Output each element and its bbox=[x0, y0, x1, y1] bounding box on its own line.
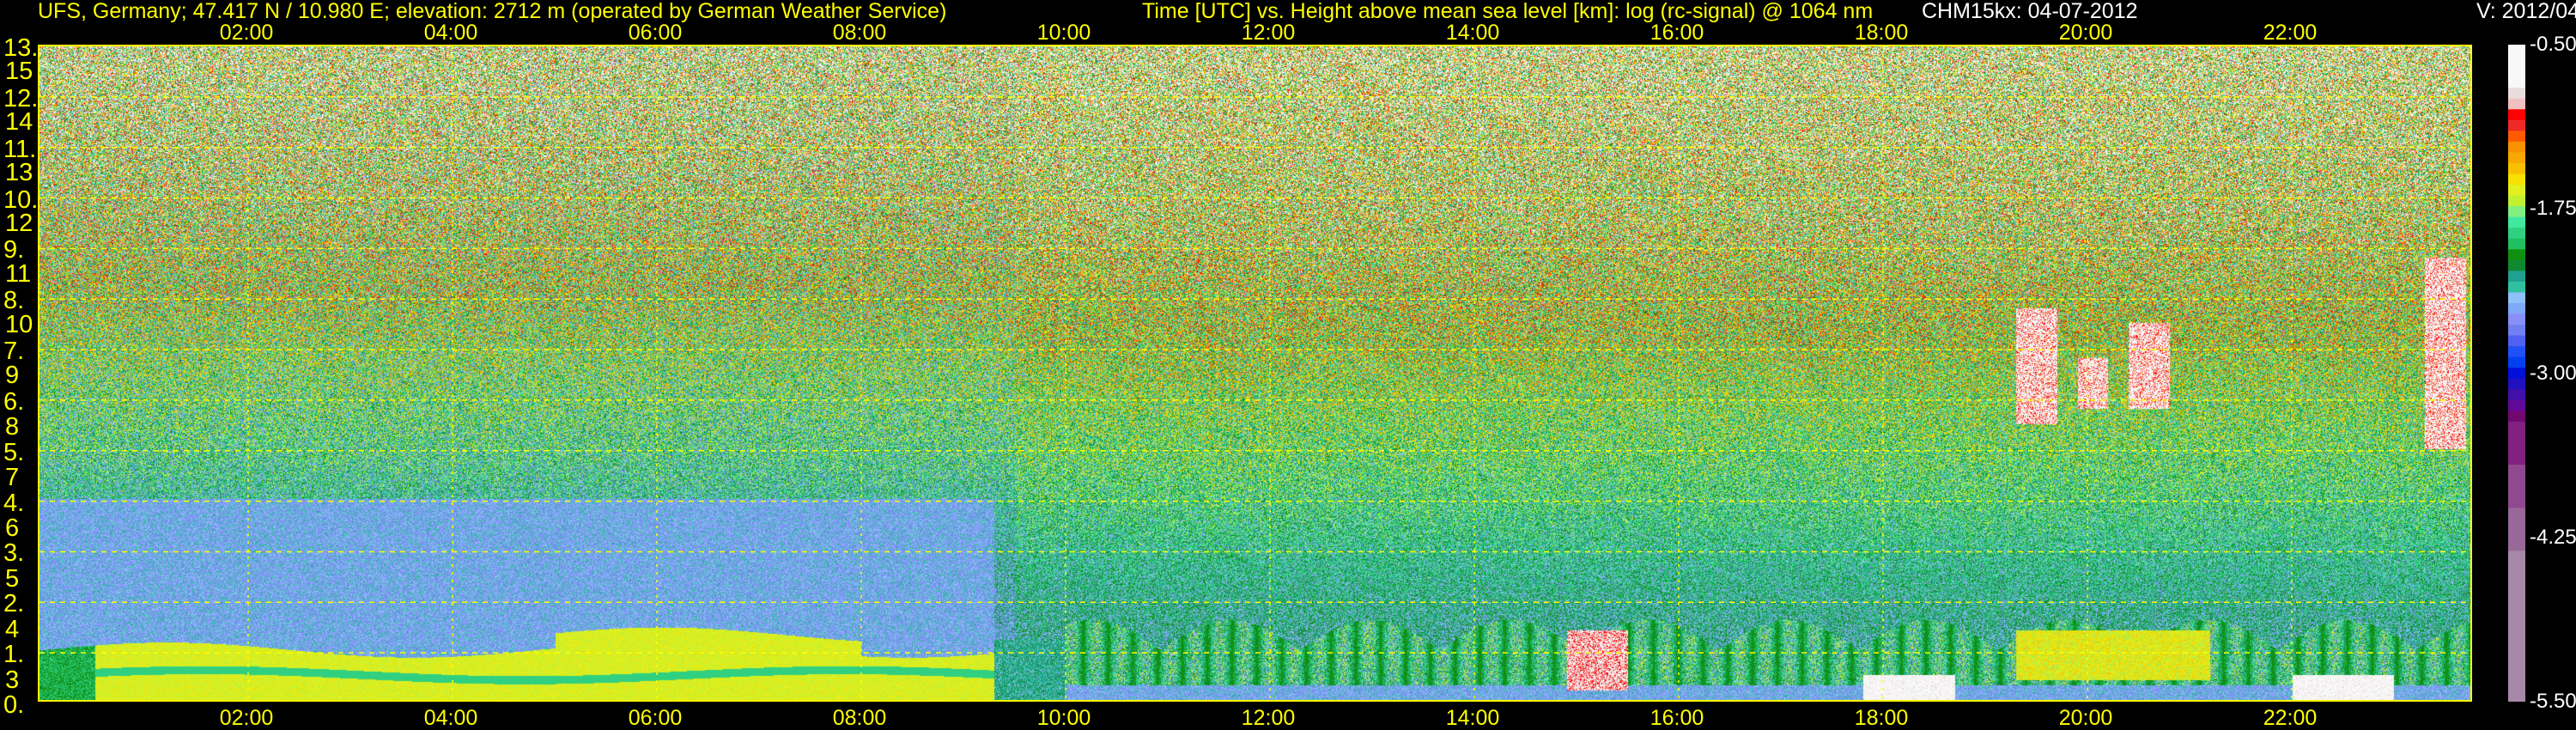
colorbar-swatch bbox=[2508, 346, 2525, 358]
instrument-date: CHM15kx: 04-07-2012 bbox=[1922, 0, 2138, 23]
x-tick-label: 12:00 bbox=[1241, 21, 1296, 45]
colorbar-swatch bbox=[2508, 325, 2525, 337]
y-tick-label-secondary: 11 bbox=[5, 260, 32, 289]
x-tick-label: 20:00 bbox=[2058, 21, 2113, 45]
colorbar-swatch bbox=[2508, 421, 2525, 465]
colorbar-swatch bbox=[2508, 271, 2525, 283]
y-tick-label: 6. bbox=[3, 387, 25, 416]
y-tick-label: 1. bbox=[3, 641, 25, 669]
colorbar-swatch bbox=[2508, 88, 2525, 100]
colorbar-swatch bbox=[2508, 465, 2525, 508]
y-tick-label-secondary: 10 bbox=[5, 311, 33, 339]
colorbar-swatch bbox=[2508, 249, 2525, 261]
y-tick-label: 8. bbox=[3, 287, 25, 315]
y-tick-label: 12. bbox=[3, 84, 39, 113]
x-tick-label: 16:00 bbox=[1649, 21, 1704, 45]
x-tick-label: 18:00 bbox=[1854, 21, 1909, 45]
colorbar-swatch bbox=[2508, 173, 2525, 186]
colorbar-swatch bbox=[2508, 411, 2525, 423]
x-tick-label: 20:00 bbox=[2058, 706, 2113, 730]
x-tick-label: 14:00 bbox=[1445, 706, 1500, 730]
y-tick-label-secondary: 9 bbox=[5, 362, 20, 390]
colorbar-tick-label: -5.50 bbox=[2530, 690, 2576, 713]
colorbar-swatch bbox=[2508, 185, 2525, 197]
y-tick-label: 13. bbox=[3, 34, 39, 62]
x-tick-label: 02:00 bbox=[219, 21, 274, 45]
y-tick-label-secondary: 12 bbox=[5, 210, 33, 238]
colorbar-swatch bbox=[2508, 228, 2525, 240]
y-tick-label: 3. bbox=[3, 539, 25, 568]
x-tick-label: 08:00 bbox=[832, 21, 887, 45]
colorbar-swatch bbox=[2508, 109, 2525, 121]
x-tick-label: 04:00 bbox=[423, 706, 478, 730]
colorbar bbox=[2508, 45, 2525, 702]
colorbar-swatch bbox=[2508, 98, 2525, 110]
y-tick-label: 10. bbox=[3, 186, 39, 214]
colorbar-swatch bbox=[2508, 292, 2525, 304]
grid-lines bbox=[39, 46, 2470, 700]
colorbar-tick-label: -0.50 bbox=[2530, 33, 2576, 56]
colorbar-swatch bbox=[2508, 152, 2525, 164]
y-tick-label: 9. bbox=[3, 236, 25, 265]
colorbar-swatch bbox=[2508, 141, 2525, 153]
x-tick-label: 08:00 bbox=[832, 706, 887, 730]
y-tick-label: 11. bbox=[3, 135, 37, 163]
y-tick-label-secondary: 4 bbox=[5, 615, 20, 643]
colorbar-swatch bbox=[2508, 216, 2525, 228]
colorbar-tick-label: -1.75 bbox=[2530, 197, 2576, 221]
colorbar-swatch bbox=[2508, 162, 2525, 174]
version-label: V: 2012/04/25 bbox=[2476, 0, 2576, 23]
x-tick-label: 06:00 bbox=[628, 21, 683, 45]
colorbar-swatch bbox=[2508, 302, 2525, 315]
colorbar-swatch bbox=[2508, 356, 2525, 368]
y-tick-label-secondary: 15 bbox=[5, 57, 33, 85]
x-tick-label: 16:00 bbox=[1649, 706, 1704, 730]
x-tick-label: 22:00 bbox=[2263, 706, 2318, 730]
y-tick-label-secondary: 3 bbox=[5, 666, 20, 694]
x-tick-label: 04:00 bbox=[423, 21, 478, 45]
y-tick-label-secondary: 6 bbox=[5, 514, 20, 542]
colorbar-swatch bbox=[2508, 389, 2525, 401]
colorbar-swatch bbox=[2508, 551, 2525, 702]
y-tick-label-secondary: 14 bbox=[5, 107, 33, 136]
colorbar-swatch bbox=[2508, 259, 2525, 271]
y-tick-label: 0. bbox=[3, 691, 25, 719]
colorbar-tick-label: -4.25 bbox=[2530, 525, 2576, 549]
plot-description: Time [UTC] vs. Height above mean sea lev… bbox=[1142, 0, 1874, 23]
x-tick-label: 10:00 bbox=[1036, 21, 1091, 45]
y-tick-label-secondary: 7 bbox=[5, 463, 20, 491]
x-tick-label: 12:00 bbox=[1241, 706, 1296, 730]
colorbar-swatch bbox=[2508, 206, 2525, 218]
colorbar-swatch bbox=[2508, 313, 2525, 325]
station-info: UFS, Germany; 47.417 N / 10.980 E; eleva… bbox=[38, 0, 947, 23]
colorbar-swatch bbox=[2508, 368, 2525, 380]
colorbar-swatch bbox=[2508, 119, 2525, 131]
x-tick-label: 14:00 bbox=[1445, 21, 1500, 45]
y-tick-label-secondary: 8 bbox=[5, 412, 20, 441]
colorbar-swatch bbox=[2508, 378, 2525, 390]
y-tick-label-secondary: 5 bbox=[5, 564, 20, 593]
x-tick-label: 22:00 bbox=[2263, 21, 2318, 45]
colorbar-swatch bbox=[2508, 281, 2525, 293]
heatmap-canvas bbox=[39, 46, 2470, 700]
x-tick-label: 02:00 bbox=[219, 706, 274, 730]
colorbar-swatch bbox=[2508, 335, 2525, 347]
y-tick-label: 7. bbox=[3, 338, 25, 366]
colorbar-swatch bbox=[2508, 238, 2525, 250]
colorbar-swatch bbox=[2508, 508, 2525, 551]
colorbar-tick-label: -3.00 bbox=[2530, 361, 2576, 385]
colorbar-swatch bbox=[2508, 45, 2525, 88]
x-tick-label: 10:00 bbox=[1036, 706, 1091, 730]
y-tick-label: 4. bbox=[3, 489, 25, 517]
colorbar-swatch bbox=[2508, 195, 2525, 207]
y-tick-label: 5. bbox=[3, 438, 25, 466]
colorbar-swatch bbox=[2508, 131, 2525, 143]
y-tick-label-secondary: 13 bbox=[5, 159, 33, 186]
y-tick-label: 2. bbox=[3, 590, 25, 618]
backscatter-heatmap bbox=[38, 45, 2472, 702]
x-tick-label: 18:00 bbox=[1854, 706, 1909, 730]
x-tick-label: 06:00 bbox=[628, 706, 683, 730]
colorbar-swatch bbox=[2508, 399, 2525, 411]
